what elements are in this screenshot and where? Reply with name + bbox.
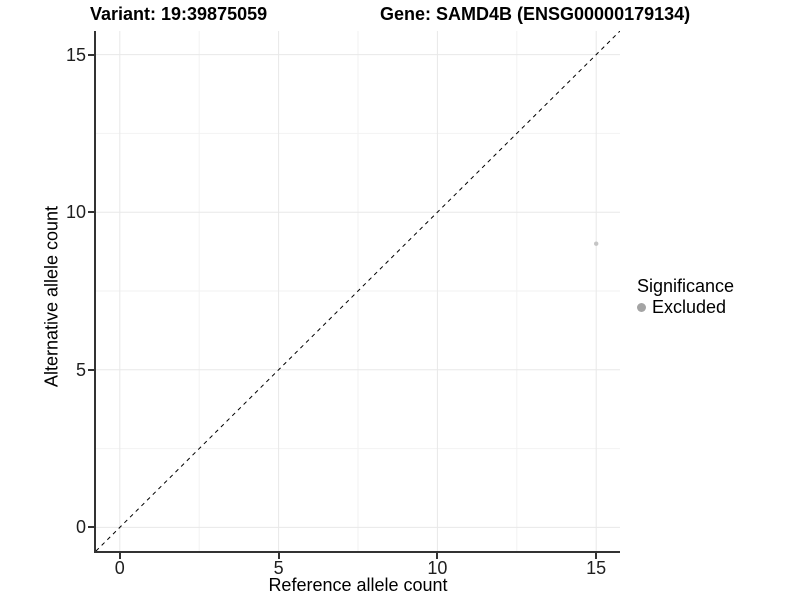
identity-dashed-line [96,31,620,551]
y-tick-label: 10 [65,202,86,223]
y-tick-mark [88,211,94,214]
x-tick-mark [118,553,121,559]
plot-title-variant: Variant: 19:39875059 [90,4,268,24]
plot-panel [96,31,620,551]
legend-point-icon [637,303,646,312]
legend-item-excluded: Excluded [637,297,734,318]
y-tick-mark [88,526,94,529]
x-tick-label: 15 [586,558,607,578]
y-tick-mark [88,368,94,371]
plot-svg [96,31,620,551]
x-axis-title: Reference allele count [268,575,448,595]
legend: Significance Excluded [637,276,734,318]
legend-title: Significance [637,276,735,296]
plot-title-gene: Gene: SAMD4B (ENSG00000179134) [380,4,691,24]
x-tick-label: 0 [114,558,125,578]
legend-item-label: Excluded [652,297,727,317]
y-tick-label: 0 [75,517,86,538]
y-axis-title: Alternative allele count [41,205,62,388]
x-tick-label: 10 [427,558,448,578]
y-tick-mark [88,53,94,56]
x-axis-line [94,551,620,553]
x-tick-label: 5 [273,558,284,578]
y-tick-label: 5 [75,359,86,380]
y-tick-label: 15 [65,44,86,65]
data-point [594,241,599,246]
x-tick-mark [595,553,598,559]
y-axis-line [94,31,96,553]
x-tick-mark [436,553,439,559]
x-tick-mark [277,553,280,559]
